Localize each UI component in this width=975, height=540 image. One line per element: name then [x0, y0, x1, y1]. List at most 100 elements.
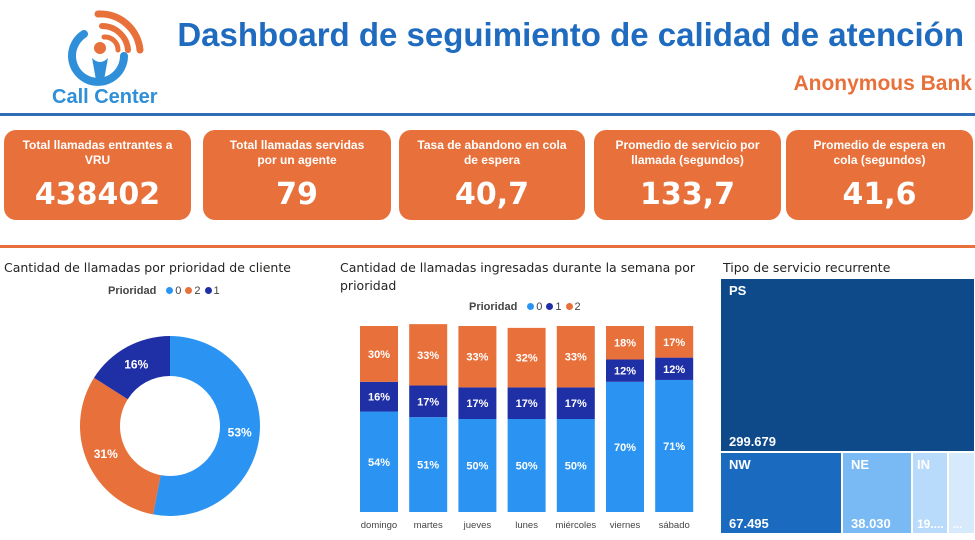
x-tick-label: domingo	[361, 520, 397, 531]
weekly-chart-title: Cantidad de llamadas ingresadas durante …	[340, 260, 696, 293]
treemap-cell-label: IN	[917, 457, 930, 472]
bar-segment-p2-sábado[interactable]	[655, 326, 694, 358]
bar-data-label: 12%	[663, 364, 685, 376]
legend-item[interactable]: 1	[555, 301, 562, 313]
bar-data-label: 33%	[417, 350, 439, 362]
x-tick-label: martes	[414, 520, 443, 531]
treemap-cell-value: 38.030	[851, 516, 891, 531]
bar-data-label: 18%	[614, 338, 636, 350]
bar-segment-p2-viernes[interactable]	[606, 326, 644, 360]
bar-data-label: 70%	[614, 442, 636, 454]
donut-slice-0[interactable]	[153, 336, 261, 516]
treemap-cell-value: 19....	[917, 517, 944, 531]
kpi-label: Total llamadas servidas por un agente	[229, 138, 365, 167]
bank-name: Anonymous Bank	[793, 72, 972, 95]
bar-segment-p2-domingo[interactable]	[360, 326, 398, 382]
bar-segment-p1-domingo[interactable]	[360, 381, 398, 412]
bar-segment-p1-jueves[interactable]	[458, 387, 497, 419]
treemap: PS 299.679 NW 67.495 NE 38.030 IN 19....…	[720, 278, 975, 534]
kpi-label: Promedio de espera en cola (segundos)	[813, 138, 946, 167]
legend-swatch	[185, 287, 193, 294]
bar-segment-p0-miércoles[interactable]	[556, 419, 595, 512]
bar-segment-p1-sábado[interactable]	[655, 357, 694, 380]
kpi-value: 438402	[34, 177, 161, 212]
kpi-card-served-by-agent: Total llamadas servidas por un agente 79	[203, 130, 391, 220]
page-title: Dashboard de seguimiento de calidad de a…	[177, 16, 964, 53]
donut-data-label: 31%	[94, 447, 118, 461]
bar-segment-p2-miércoles[interactable]	[556, 326, 595, 388]
bar-segment-p1-miércoles[interactable]	[556, 387, 595, 419]
bar-data-label: 50%	[466, 461, 488, 473]
treemap-cell-nw[interactable]: NW 67.495	[720, 452, 842, 534]
kpi-label: Promedio de servicio por llamada (segund…	[615, 138, 760, 167]
header-divider	[0, 113, 975, 116]
legend-swatch	[546, 303, 554, 310]
bar-data-label: 17%	[516, 398, 538, 410]
kpi-value: 79	[276, 177, 318, 212]
x-tick-label: sábado	[659, 520, 690, 531]
bar-segment-p1-lunes[interactable]	[507, 387, 546, 419]
bar-data-label: 33%	[565, 352, 587, 364]
treemap-cell-value: 299.679	[729, 434, 776, 449]
treemap-cell-label: NE	[851, 457, 870, 472]
weekly-legend: Prioridad 0 1 2	[469, 301, 581, 313]
bar-segment-p2-lunes[interactable]	[507, 327, 546, 388]
donut-slice-2[interactable]	[79, 377, 161, 515]
bar-segment-p0-lunes[interactable]	[507, 419, 546, 512]
donut-chart-title: Cantidad de llamadas por prioridad de cl…	[4, 260, 291, 275]
treemap-cell-ne[interactable]: NE 38.030	[842, 452, 912, 534]
treemap-cell-value: ...	[953, 519, 963, 531]
legend-item[interactable]: 2	[194, 285, 201, 297]
weekly-stacked-bar-chart: 54% 16% 30% domingo 51% 17% 33% martes 50% 17% 33%…	[360, 324, 694, 531]
legend-title: Prioridad	[469, 301, 518, 313]
treemap-cell-in[interactable]: IN 19....	[912, 452, 948, 534]
legend-swatch	[527, 303, 535, 310]
legend-item[interactable]: 0	[536, 301, 543, 313]
bar-data-label: 50%	[565, 461, 587, 473]
treemap-cell-other[interactable]: ...	[948, 452, 975, 534]
x-tick-label: miércoles	[555, 520, 596, 531]
bar-data-label: 51%	[417, 460, 439, 472]
bar-segment-p1-viernes[interactable]	[606, 359, 644, 382]
x-tick-label: jueves	[463, 520, 492, 531]
bar-segment-p0-jueves[interactable]	[458, 419, 497, 512]
x-tick-label: lunes	[515, 520, 538, 531]
bar-data-label: 33%	[466, 352, 488, 364]
kpi-value: 133,7	[640, 177, 735, 212]
donut-slice-1[interactable]	[94, 336, 170, 400]
bar-segment-p0-viernes[interactable]	[606, 381, 644, 512]
bar-segment-p2-jueves[interactable]	[458, 326, 497, 388]
bar-data-label: 50%	[516, 461, 538, 473]
bar-data-label: 12%	[614, 366, 636, 378]
legend-swatch	[166, 287, 174, 294]
treemap-cell-ps[interactable]: PS 299.679	[720, 278, 975, 452]
legend-item[interactable]: 0	[175, 285, 182, 297]
treemap-cell-label: PS	[729, 283, 747, 298]
treemap-cell-label: NW	[729, 457, 751, 472]
x-tick-label: viernes	[610, 520, 641, 531]
treemap-cell-value: 67.495	[729, 516, 769, 531]
bar-segment-p1-martes[interactable]	[409, 385, 448, 418]
donut-data-label: 53%	[228, 426, 252, 440]
bar-data-label: 30%	[368, 349, 390, 361]
legend-title: Prioridad	[108, 285, 157, 297]
bar-data-label: 17%	[663, 337, 685, 349]
kpi-value: 40,7	[454, 177, 530, 212]
legend-swatch	[565, 303, 573, 310]
call-center-logo	[68, 10, 144, 86]
legend-swatch	[204, 287, 212, 294]
kpi-card-avg-service: Promedio de servicio por llamada (segund…	[594, 130, 781, 220]
bar-segment-p0-domingo[interactable]	[360, 411, 398, 512]
logo-text: Call Center	[52, 86, 158, 108]
bar-data-label: 17%	[565, 398, 587, 410]
bar-segment-p2-martes[interactable]	[409, 324, 448, 386]
bar-segment-p0-martes[interactable]	[409, 417, 448, 512]
bar-segment-p0-sábado[interactable]	[655, 379, 694, 512]
kpi-card-total-vru: Total llamadas entrantes a VRU 438402	[4, 130, 191, 220]
kpi-label: Total llamadas entrantes a VRU	[22, 138, 173, 167]
kpi-label: Tasa de abandono en cola de espera	[417, 138, 567, 167]
kpi-card-abandon-rate: Tasa de abandono en cola de espera 40,7	[399, 130, 585, 220]
legend-item[interactable]: 1	[213, 285, 220, 297]
legend-item[interactable]: 2	[574, 301, 581, 313]
bar-data-label: 17%	[417, 396, 439, 408]
